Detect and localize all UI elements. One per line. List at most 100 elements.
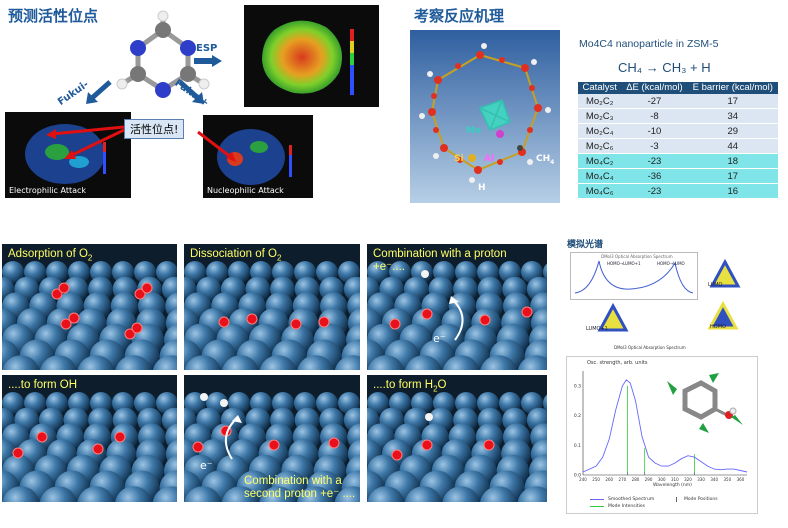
chart-xlabel: Wavelength (nm) bbox=[653, 483, 692, 488]
esp-arrow bbox=[194, 55, 222, 67]
table-cell-de: -23 bbox=[621, 183, 688, 199]
panel-form-h2o: ....to form H2O bbox=[367, 375, 547, 502]
x-tick-label: 300 bbox=[658, 477, 666, 482]
panel-label-oh: ....to form OH bbox=[8, 379, 78, 391]
oxygen-atom bbox=[92, 443, 104, 455]
surface-atom bbox=[455, 261, 477, 283]
surface-atom bbox=[2, 392, 24, 414]
y-tick-label: 0.3 bbox=[574, 383, 581, 389]
surface-atom bbox=[334, 486, 360, 502]
surface-5 bbox=[184, 392, 360, 502]
table-cell-eb: 17 bbox=[687, 94, 778, 109]
table-cell-eb: 17 bbox=[687, 168, 778, 184]
surface-atom bbox=[442, 486, 480, 502]
catalyst-table-wrap: Catalyst ΔE (kcal/mol) E barrier (kcal/mol… bbox=[578, 82, 778, 199]
panel-label-dissociation: Dissociation of O2 bbox=[190, 248, 282, 263]
oxygen-atom bbox=[328, 437, 340, 449]
oxygen-atom bbox=[389, 318, 401, 330]
surface-atom bbox=[367, 355, 405, 370]
panel-second-proton: e⁻ Combination with a second proton +e⁻ .… bbox=[184, 375, 360, 502]
oxygen-atom bbox=[268, 439, 280, 451]
homo-label: HOMO bbox=[710, 324, 726, 330]
oxygen-atom bbox=[124, 328, 136, 340]
table-cell-catalyst: Mo₂C₃ bbox=[578, 108, 622, 124]
surface-atom bbox=[480, 486, 518, 502]
table-row: Mo₄C₂ -23 18 bbox=[578, 153, 778, 169]
panel-label-proton: Combination with a proton +e⁻.... bbox=[373, 248, 507, 273]
surface-atom bbox=[334, 355, 360, 370]
table-header: E barrier (kcal/mol) bbox=[687, 82, 778, 94]
table-cell-eb: 29 bbox=[687, 123, 778, 139]
legend-intensities: Mode Intensities bbox=[608, 504, 645, 509]
chart-legend: Smoothed Spectrum Mode Intensities Mode … bbox=[590, 497, 760, 511]
oxygen-atom bbox=[60, 318, 72, 330]
panel-adsorption: Adsorption of O2 bbox=[2, 244, 177, 370]
table-cell-eb: 44 bbox=[687, 138, 778, 154]
surface-atom bbox=[367, 261, 389, 283]
table-cell-catalyst: Mo₄C₆ bbox=[578, 183, 622, 199]
surface-2 bbox=[184, 261, 360, 370]
surface-atom bbox=[90, 392, 112, 414]
hydrogen-atom bbox=[220, 399, 228, 407]
oxygen-atom bbox=[421, 308, 433, 320]
table-cell-eb: 16 bbox=[687, 183, 778, 199]
catalyst-table: Catalyst ΔE (kcal/mol) E barrier (kcal/mol… bbox=[578, 82, 778, 199]
table-row: Mo₂C₂ -27 17 bbox=[578, 94, 778, 109]
oxygen-atom bbox=[51, 288, 63, 300]
surface-atom bbox=[442, 355, 480, 370]
surface-atom bbox=[2, 355, 40, 370]
surface-atom bbox=[184, 486, 222, 502]
ch4-label: CH4 bbox=[536, 154, 555, 166]
surface-atom bbox=[39, 486, 77, 502]
legend-line-smoothed bbox=[590, 499, 604, 500]
electron-label-1: e⁻ bbox=[433, 332, 446, 345]
x-tick-label: 340 bbox=[710, 477, 718, 482]
panel-label-second-proton: Combination with a second proton +e⁻ .... bbox=[244, 475, 356, 500]
table-cell-catalyst: Mo₄C₂ bbox=[578, 153, 622, 169]
spectrum-chart-svg: 0.0 0.1 0.2 0.3 240 250 260 270 280 290 300 310 320 3… bbox=[574, 371, 748, 482]
surface-atom bbox=[152, 486, 177, 502]
oxygen-atom bbox=[68, 312, 80, 324]
table-cell-catalyst: Mo₂C₆ bbox=[578, 138, 622, 154]
surface-atom bbox=[221, 486, 259, 502]
hydrogen-atom bbox=[421, 270, 429, 278]
table-cell-catalyst: Mo₄C₄ bbox=[578, 168, 622, 184]
surface-atom bbox=[40, 355, 77, 370]
legend-smoothed: Smoothed Spectrum bbox=[608, 497, 655, 502]
table-row: Mo₂C₆ -3 44 bbox=[578, 138, 778, 154]
legend-mark-positions bbox=[676, 497, 677, 502]
oxygen-atom bbox=[58, 282, 70, 294]
surface-1 bbox=[2, 261, 177, 370]
surface-atom bbox=[543, 263, 547, 281]
x-tick-label: 310 bbox=[671, 477, 679, 482]
surface-atom bbox=[259, 486, 297, 502]
surface-atom bbox=[272, 392, 294, 414]
zeolite-panel: Mo Si Al H CH4 bbox=[410, 30, 560, 203]
surface-atom bbox=[297, 355, 334, 370]
orbital-lumo bbox=[709, 258, 741, 288]
oxygen-atom bbox=[483, 439, 495, 451]
y-tick-label: 0.1 bbox=[574, 443, 581, 449]
panel-dissociation: Dissociation of O2 bbox=[184, 244, 360, 370]
homo-lumo1-label: HOMO→LUMO+1 bbox=[607, 261, 641, 266]
x-tick-label: 360 bbox=[737, 477, 745, 482]
surface-atom bbox=[367, 486, 405, 502]
table-cell-de: -8 bbox=[621, 108, 688, 124]
panel-label-h2o: ....to form H2O bbox=[373, 379, 447, 394]
active-site-arrows bbox=[46, 125, 236, 162]
electron-arrow-2 bbox=[225, 415, 242, 460]
surface-atom bbox=[259, 355, 297, 370]
oxygen-atom bbox=[141, 282, 153, 294]
surface-atom bbox=[77, 486, 115, 502]
table-header: Catalyst bbox=[578, 82, 622, 94]
phenol-molecule bbox=[667, 373, 743, 433]
oxygen-atom bbox=[521, 306, 533, 318]
catalyst-title: Mo4C4 nanoparticle in ZSM-5 bbox=[579, 38, 719, 50]
surface-atom bbox=[152, 355, 177, 370]
oxygen-atom bbox=[290, 318, 302, 330]
table-cell-de: -36 bbox=[621, 168, 688, 184]
surface-atom bbox=[405, 355, 442, 370]
x-tick-label: 280 bbox=[632, 477, 640, 482]
chart-ylabel: Osc. strength, arb. units bbox=[587, 360, 648, 366]
x-tick-label: 250 bbox=[592, 477, 600, 482]
